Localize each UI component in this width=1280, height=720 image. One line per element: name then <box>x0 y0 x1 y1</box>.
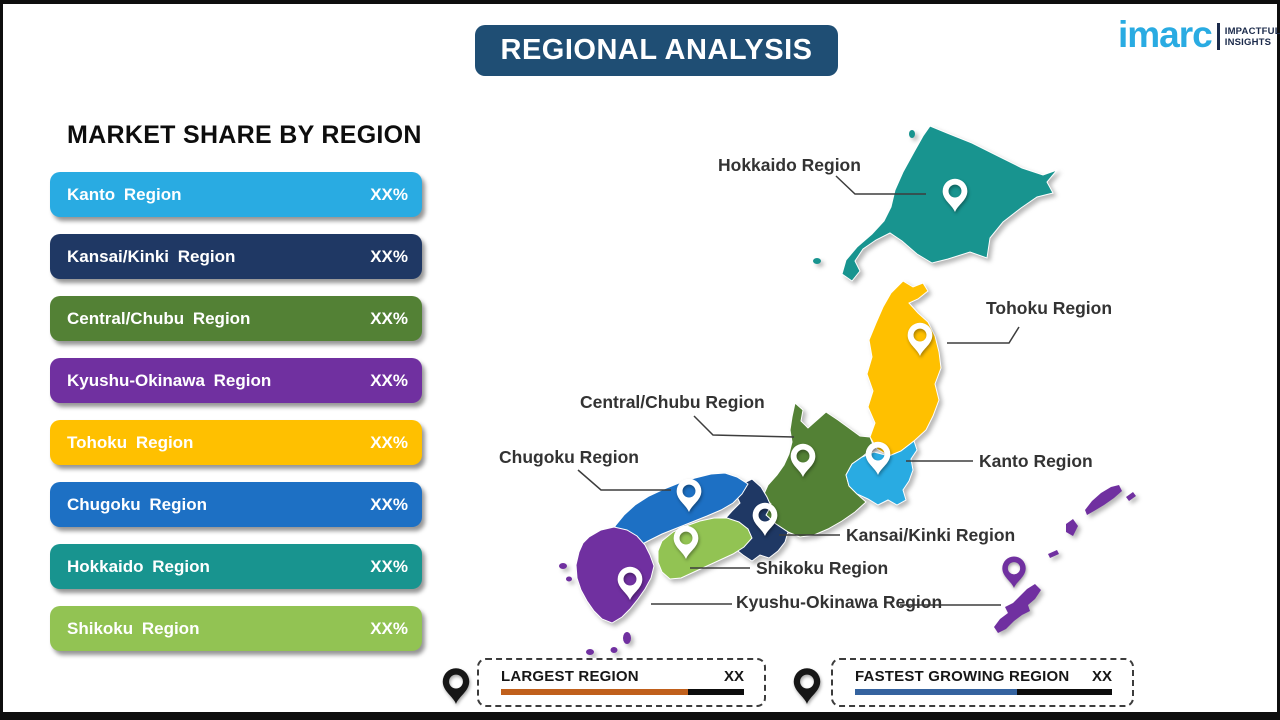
region-label: Kyushu-Okinawa Region <box>67 370 272 390</box>
map-label-shikoku: Shikoku Region <box>756 558 889 578</box>
map-islet <box>586 649 594 655</box>
page-title-box: REGIONAL ANALYSIS <box>475 25 838 76</box>
map-label-hokkaido: Hokkaido Region <box>718 155 861 175</box>
region-value: XX% <box>370 432 408 452</box>
logo-tagline-line2: INSIGHTS <box>1224 37 1272 48</box>
fastest-growing-region-card: FASTEST GROWING REGION XX <box>831 658 1134 707</box>
market-share-row-tohoku: Tohoku Region XX% <box>50 420 422 465</box>
market-share-row-chugoku: Chugoku Region XX% <box>50 482 422 527</box>
market-share-row-kyushu: Kyushu-Okinawa Region XX% <box>50 358 422 403</box>
region-label: Shikoku Region <box>67 618 200 638</box>
largest-region-bar-track <box>501 689 744 695</box>
region-label: Hokkaido Region <box>67 556 210 576</box>
location-pin-icon-fastest-legend <box>793 668 821 704</box>
region-label: Central/Chubu Region <box>67 308 251 328</box>
map-region-chubu <box>762 402 875 538</box>
fastest-growing-region-label: FASTEST GROWING REGION <box>855 668 1070 685</box>
market-share-row-kanto: Kanto Region XX% <box>50 172 422 217</box>
region-value: XX% <box>370 556 408 576</box>
map-label-kansai: Kansai/Kinki Region <box>846 525 1016 545</box>
location-pin-icon-largest-legend <box>442 668 470 704</box>
map-okinawa-chain <box>994 485 1136 633</box>
frame-edge-top <box>0 0 1280 4</box>
logo-divider <box>1216 23 1220 50</box>
map-label-chubu: Central/Chubu Region <box>580 392 765 412</box>
map-islet <box>813 258 821 264</box>
market-share-row-shikoku: Shikoku Region XX% <box>50 606 422 651</box>
region-label: Kanto Region <box>67 184 182 204</box>
connector-lines <box>577 175 1020 606</box>
map-label-tohoku: Tohoku Region <box>986 298 1113 318</box>
imarc-logo-wordmark: imarc <box>1118 14 1213 55</box>
fastest-growing-bar-track <box>855 689 1112 695</box>
map-label-kanto: Kanto Region <box>979 451 1093 471</box>
region-value: XX% <box>370 246 408 266</box>
market-share-list: Kanto Region XX% Kansai/Kinki Region XX%… <box>50 172 422 668</box>
market-share-row-chubu: Central/Chubu Region XX% <box>50 296 422 341</box>
largest-region-bar-fill <box>501 689 689 695</box>
map-islet <box>610 647 618 653</box>
frame-edge-right <box>1277 0 1280 720</box>
map-islet <box>559 563 567 569</box>
market-share-row-kansai: Kansai/Kinki Region XX% <box>50 234 422 279</box>
logo-tagline: IMPACTFUL INSIGHTS <box>1225 26 1280 49</box>
largest-region-value: XX <box>723 668 744 685</box>
connector-chugoku <box>577 469 671 491</box>
frame-edge-bottom <box>0 712 1280 720</box>
region-label: Chugoku Region <box>67 494 207 514</box>
frame-edge-left <box>0 0 3 720</box>
region-value: XX% <box>370 184 408 204</box>
map-islet <box>623 632 631 644</box>
region-value: XX% <box>370 370 408 390</box>
map-label-chugoku: Chugoku Region <box>499 447 639 467</box>
map-region-tohoku <box>866 280 942 457</box>
region-label: Tohoku Region <box>67 432 194 452</box>
map-islet <box>566 576 572 582</box>
map-label-kyushu-okinawa: Kyushu-Okinawa Region <box>736 592 943 612</box>
imarc-logo: imarc IMPACTFUL INSIGHTS <box>1118 16 1280 53</box>
connector-chubu <box>693 415 795 438</box>
region-value: XX% <box>370 494 408 514</box>
region-value: XX% <box>370 618 408 638</box>
fastest-growing-bar-fill <box>855 689 1017 695</box>
map-region-kanto <box>845 440 918 506</box>
fastest-growing-region-value: XX <box>1091 668 1112 685</box>
largest-region-label: LARGEST REGION <box>501 668 639 685</box>
market-share-row-hokkaido: Hokkaido Region XX% <box>50 544 422 589</box>
region-label: Kansai/Kinki Region <box>67 246 236 266</box>
region-value: XX% <box>370 308 408 328</box>
map-islet <box>909 130 915 138</box>
page-title: REGIONAL ANALYSIS <box>500 34 813 66</box>
largest-region-card: LARGEST REGION XX <box>477 658 766 707</box>
logo-tagline-line1: IMPACTFUL <box>1224 25 1280 37</box>
connector-hokkaido <box>835 175 926 195</box>
market-share-heading: MARKET SHARE BY REGION <box>67 121 422 149</box>
connector-tohoku <box>947 326 1020 344</box>
map-region-kyushu <box>575 526 655 624</box>
location-pin-icon-okinawa <box>1002 556 1026 588</box>
